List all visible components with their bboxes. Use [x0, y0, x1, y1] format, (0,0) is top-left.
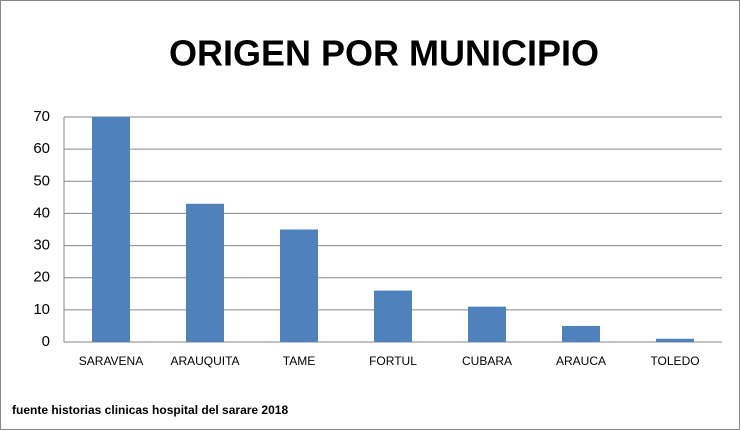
bar	[468, 306, 506, 342]
y-tick-label: 30	[33, 237, 50, 254]
bar	[92, 117, 130, 342]
x-tick-label: CUBARA	[462, 354, 512, 368]
bar	[186, 203, 224, 342]
x-tick-label: TAME	[283, 354, 315, 368]
bar	[374, 290, 412, 342]
bar	[562, 325, 600, 342]
y-tick-label: 50	[33, 172, 50, 189]
x-tick-label: SARAVENA	[79, 354, 143, 368]
x-tick-label: ARAUQUITA	[170, 354, 239, 368]
y-tick-label: 20	[33, 269, 50, 286]
y-tick-label: 10	[33, 301, 50, 318]
y-tick-label: 0	[42, 333, 50, 350]
y-tick-label: 40	[33, 204, 50, 221]
chart-title: ORIGEN POR MUNICIPIO	[169, 33, 599, 74]
y-tick-label: 60	[33, 140, 50, 157]
x-tick-label: FORTUL	[369, 354, 417, 368]
bar	[280, 229, 318, 342]
x-tick-label: TOLEDO	[650, 354, 699, 368]
y-tick-label: 70	[33, 108, 50, 125]
x-tick-label: ARAUCA	[556, 354, 606, 368]
source-note: fuente historias clinicas hospital del s…	[12, 403, 288, 417]
bar	[656, 338, 694, 342]
